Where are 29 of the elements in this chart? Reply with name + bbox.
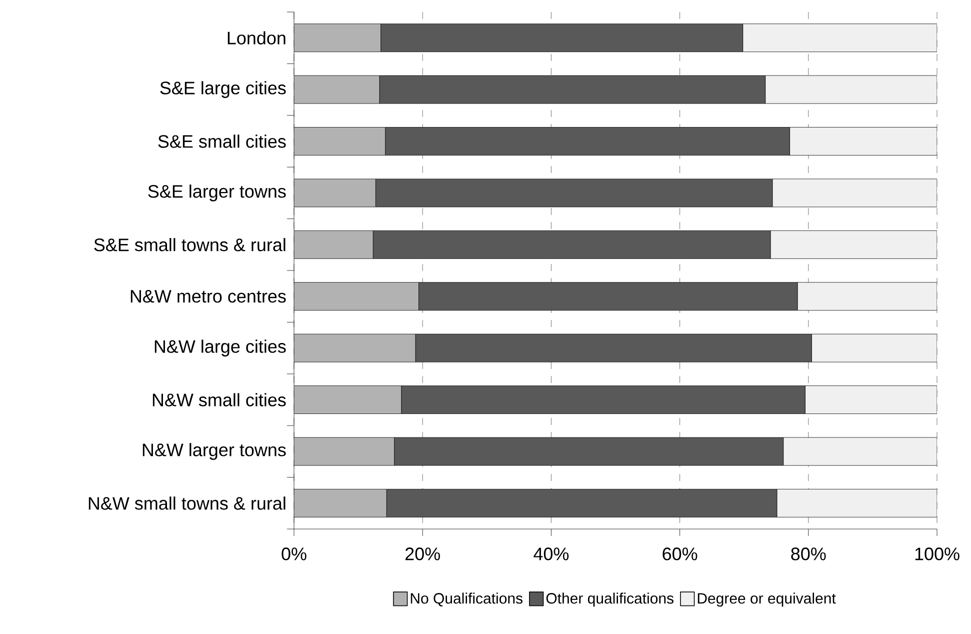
bar <box>742 24 938 52</box>
legend-label: Other qualifications <box>546 592 674 607</box>
legend-label: No Qualifications <box>410 592 522 606</box>
x-tick-label: 60% <box>662 548 698 560</box>
y-tick-label: London <box>228 31 286 44</box>
x-tick-label: 80% <box>791 548 826 560</box>
y-tick-label: S&E small towns & rural <box>94 238 286 252</box>
bar <box>770 230 938 259</box>
bar <box>783 437 938 466</box>
x-tick-label: 20% <box>406 548 440 560</box>
y-tick-label: N&W large cities <box>154 340 286 356</box>
y-tick-label: N&W small cities <box>152 393 286 406</box>
bar <box>804 386 938 414</box>
y-tick-label: N&W small towns & rural <box>88 496 286 510</box>
bar <box>811 334 938 362</box>
y-tick-label: N&W larger towns <box>142 443 286 460</box>
y-tick-label: S&E large cities <box>160 81 286 98</box>
bar <box>776 488 938 518</box>
legend-label: Degree or equivalent <box>698 592 836 607</box>
bar <box>790 127 938 156</box>
bar <box>765 75 938 104</box>
x-tick-label: 0% <box>282 548 306 560</box>
x-tick-label: 40% <box>534 548 569 560</box>
bar <box>772 178 938 208</box>
y-tick-label: N&W metro centres <box>130 290 286 303</box>
bar <box>797 282 938 311</box>
y-tick-label: S&E small cities <box>158 134 286 148</box>
x-tick-label: 100% <box>915 548 960 560</box>
y-tick-label: S&E larger towns <box>148 184 286 202</box>
